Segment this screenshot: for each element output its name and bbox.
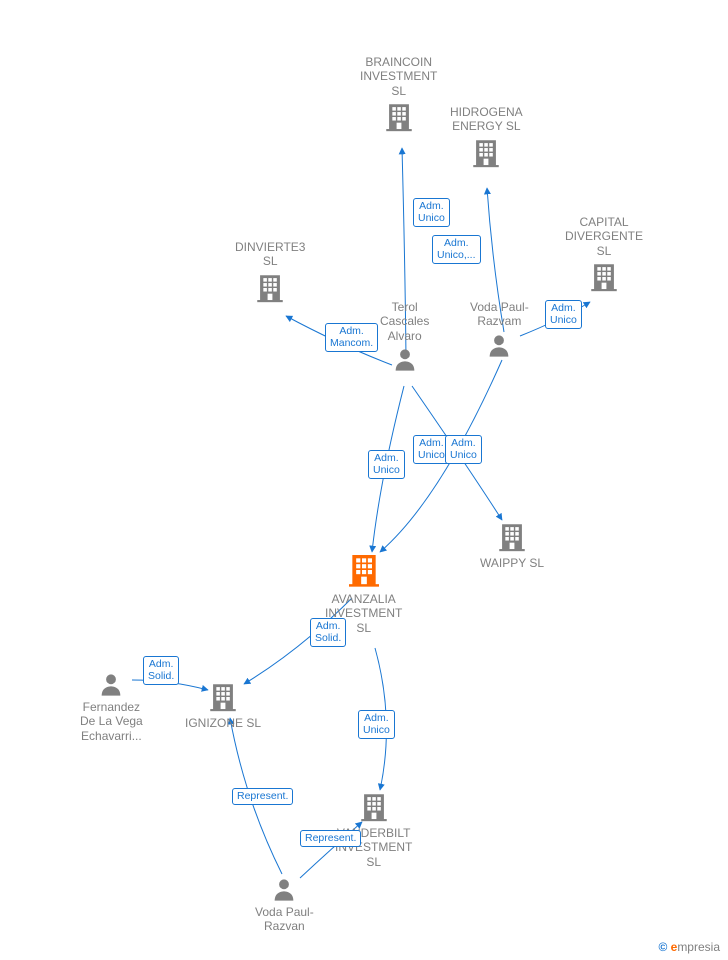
- node-label: BRAINCOIN INVESTMENT SL: [360, 55, 437, 98]
- node-fernandez[interactable]: Fernandez De La Vega Echavarri...: [80, 670, 143, 743]
- building-icon: [325, 550, 402, 590]
- node-dinvierte[interactable]: DINVIERTE3 SL: [235, 240, 305, 305]
- node-label: Voda Paul- Razvan: [255, 905, 314, 934]
- edge-label-e11: Represent.: [232, 788, 293, 805]
- building-icon: [480, 520, 544, 554]
- person-icon: [255, 875, 314, 903]
- edge-label-e1: Adm. Unico: [413, 198, 450, 227]
- edge-label-e7: Adm. Unico: [445, 435, 482, 464]
- node-label: Fernandez De La Vega Echavarri...: [80, 700, 143, 743]
- node-waippy[interactable]: WAIPPY SL: [480, 520, 544, 570]
- node-label: CAPITAL DIVERGENTE SL: [565, 215, 643, 258]
- building-icon: [565, 260, 643, 294]
- node-label: Voda Paul- Razvam: [470, 300, 529, 329]
- person-icon: [380, 345, 429, 373]
- edge-label-e9: Adm. Solid.: [143, 656, 179, 685]
- building-icon: [335, 790, 412, 824]
- edge-label-e4: Adm. Mancom.: [325, 323, 378, 352]
- building-icon: [450, 136, 523, 170]
- edge-label-e5: Adm. Unico: [368, 450, 405, 479]
- building-icon: [235, 271, 305, 305]
- edge-label-e10: Adm. Unico: [358, 710, 395, 739]
- person-icon: [470, 331, 529, 359]
- node-label: Terol Cascales Alvaro: [380, 300, 429, 343]
- edge-label-e3: Adm. Unico: [545, 300, 582, 329]
- node-voda2[interactable]: Voda Paul- Razvan: [255, 875, 314, 934]
- edge-label-e2: Adm. Unico,...: [432, 235, 481, 264]
- node-label: IGNIZONE SL: [185, 716, 261, 730]
- person-icon: [80, 670, 143, 698]
- node-label: DINVIERTE3 SL: [235, 240, 305, 269]
- node-voda1[interactable]: Voda Paul- Razvam: [470, 300, 529, 359]
- edge-label-e8: Adm. Solid.: [310, 618, 346, 647]
- node-terol[interactable]: Terol Cascales Alvaro: [380, 300, 429, 373]
- building-icon: [360, 100, 437, 134]
- building-icon: [185, 680, 261, 714]
- node-hidrogena[interactable]: HIDROGENA ENERGY SL: [450, 105, 523, 170]
- node-capital[interactable]: CAPITAL DIVERGENTE SL: [565, 215, 643, 294]
- node-ignizone[interactable]: IGNIZONE SL: [185, 680, 261, 730]
- node-braincoin[interactable]: BRAINCOIN INVESTMENT SL: [360, 55, 437, 134]
- node-label: WAIPPY SL: [480, 556, 544, 570]
- edge-label-e12: Represent.: [300, 830, 361, 847]
- node-label: HIDROGENA ENERGY SL: [450, 105, 523, 134]
